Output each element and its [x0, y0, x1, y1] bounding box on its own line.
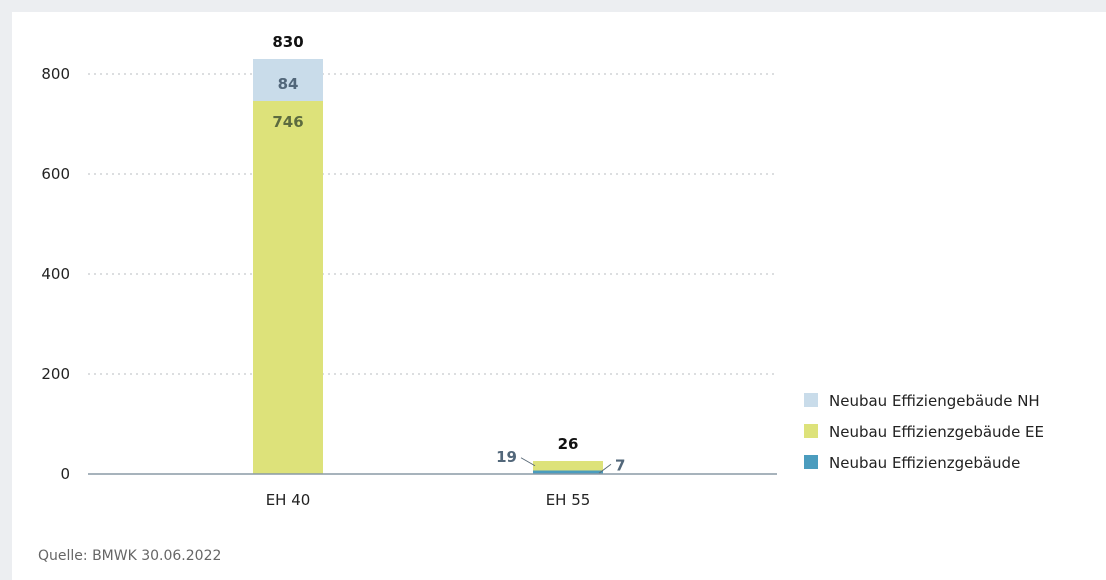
stacked-bar-chart: 0 200 400 600 800 830 746 84 26 19 7 EH 40 EH 55 N…	[41, 33, 1044, 509]
segment-label: 7	[615, 456, 625, 474]
legend-swatch	[804, 455, 818, 469]
legend-swatch	[804, 424, 818, 438]
bar-segment	[533, 461, 603, 471]
gridlines	[88, 73, 777, 375]
y-tick-label: 800	[41, 65, 70, 83]
x-tick-label: EH 55	[546, 491, 591, 509]
y-axis: 0 200 400 600 800	[41, 65, 70, 483]
x-axis: EH 40 EH 55	[88, 473, 777, 509]
bars	[253, 59, 603, 474]
y-tick-label: 400	[41, 265, 70, 283]
callout-line	[520, 457, 536, 467]
total-label: 26	[558, 435, 579, 453]
source-note: Quelle: BMWK 30.06.2022	[38, 548, 222, 564]
bar-segment	[533, 470, 603, 474]
y-tick-label: 600	[41, 165, 70, 183]
legend-label: Neubau Effizienzgebäude	[829, 454, 1020, 472]
segment-label: 19	[496, 448, 517, 466]
chart-card: 0 200 400 600 800 830 746 84 26 19 7 EH 40 EH 55 N…	[12, 12, 1106, 580]
legend-label: Neubau Effiziengebäude NH	[829, 392, 1040, 410]
callout-line	[598, 463, 612, 474]
total-label: 830	[272, 33, 303, 51]
bar-segment	[253, 59, 323, 101]
legend-swatch	[804, 393, 818, 407]
legend: Neubau Effiziengebäude NH Neubau Effizien…	[804, 392, 1044, 472]
y-tick-label: 0	[60, 465, 70, 483]
segment-label: 746	[272, 113, 303, 131]
y-tick-label: 200	[41, 365, 70, 383]
data-labels: 830 746 84 26 19 7	[272, 33, 625, 474]
x-tick-label: EH 40	[266, 491, 311, 509]
bar-segment	[253, 101, 323, 474]
segment-label: 84	[278, 75, 299, 93]
legend-label: Neubau Effizienzgebäude EE	[829, 423, 1044, 441]
